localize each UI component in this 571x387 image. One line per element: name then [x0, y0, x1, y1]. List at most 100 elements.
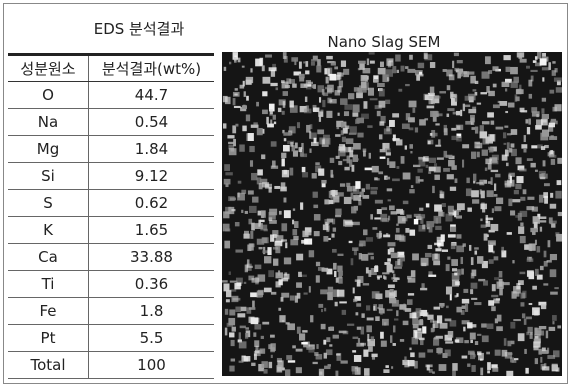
- particle: [374, 79, 379, 82]
- particle: [425, 95, 433, 101]
- particle: [505, 111, 508, 113]
- particle: [426, 203, 429, 207]
- particle: [284, 257, 291, 264]
- particle: [463, 104, 465, 111]
- particle: [544, 251, 547, 258]
- particle: [520, 236, 526, 243]
- particle: [471, 365, 475, 372]
- particle: [516, 292, 519, 296]
- particle: [456, 125, 463, 130]
- particle: [385, 365, 388, 368]
- particle: [447, 257, 450, 260]
- particle: [552, 315, 557, 321]
- particle: [355, 181, 360, 189]
- particle: [520, 110, 527, 112]
- particle: [278, 108, 282, 112]
- particle: [511, 291, 516, 298]
- particle: [245, 333, 248, 339]
- particle: [524, 319, 527, 325]
- particle: [445, 214, 452, 222]
- particle: [319, 97, 321, 102]
- particle: [408, 293, 414, 295]
- particle: [265, 54, 272, 57]
- particle: [314, 231, 320, 236]
- particle: [326, 77, 329, 84]
- particle: [468, 94, 476, 101]
- particle: [264, 369, 268, 373]
- particle: [341, 130, 344, 135]
- particle: [355, 195, 357, 198]
- particle: [259, 348, 265, 353]
- particle: [339, 301, 347, 303]
- particle: [401, 66, 405, 72]
- particle: [496, 326, 503, 331]
- particle: [331, 61, 336, 65]
- particle: [384, 322, 387, 325]
- particle: [271, 166, 278, 169]
- particle: [456, 215, 462, 218]
- particle: [434, 163, 437, 167]
- particle: [248, 219, 252, 225]
- particle: [384, 262, 390, 265]
- particle: [392, 138, 399, 140]
- particle: [441, 305, 444, 308]
- particle: [243, 234, 249, 239]
- particle: [297, 327, 301, 334]
- particle: [366, 237, 373, 242]
- particle: [474, 251, 477, 255]
- particle: [540, 227, 542, 232]
- particle: [451, 259, 458, 266]
- particle: [427, 349, 433, 352]
- element-cell: Mg: [8, 136, 89, 163]
- particle: [229, 62, 231, 65]
- particle: [547, 348, 549, 354]
- particle: [351, 258, 354, 265]
- particle: [443, 69, 447, 72]
- particle: [264, 256, 271, 263]
- particle: [270, 335, 275, 338]
- particle: [244, 91, 246, 97]
- particle: [481, 323, 487, 327]
- particle: [529, 94, 532, 99]
- particle: [499, 101, 507, 106]
- particle: [355, 279, 361, 281]
- particle: [480, 125, 484, 131]
- particle: [283, 91, 288, 96]
- particle: [255, 265, 262, 270]
- particle: [323, 92, 328, 96]
- particle: [235, 249, 242, 252]
- particle: [262, 322, 269, 325]
- particle: [540, 266, 544, 270]
- particle: [224, 164, 230, 171]
- particle: [403, 321, 409, 325]
- particle: [313, 362, 318, 364]
- particle: [370, 214, 373, 219]
- particle: [245, 327, 249, 329]
- particle: [414, 361, 418, 369]
- particle: [480, 204, 487, 210]
- particle: [389, 248, 394, 253]
- particle: [246, 115, 250, 122]
- particle: [388, 284, 395, 288]
- particle: [482, 335, 489, 342]
- particle: [258, 290, 264, 295]
- particle: [318, 267, 324, 271]
- particle: [366, 305, 370, 310]
- particle: [366, 267, 369, 273]
- particle: [541, 146, 545, 150]
- particle: [359, 244, 363, 247]
- particle: [405, 84, 410, 86]
- particle: [225, 309, 228, 315]
- particle: [444, 125, 447, 132]
- particle: [353, 222, 360, 225]
- particle: [418, 214, 425, 218]
- particle: [428, 271, 432, 275]
- particle: [352, 369, 357, 375]
- particle: [494, 183, 496, 190]
- particle: [440, 323, 448, 329]
- particle: [405, 228, 409, 233]
- particle: [511, 129, 517, 135]
- particle: [434, 243, 441, 246]
- particle: [383, 369, 389, 373]
- element-cell: S: [8, 190, 89, 217]
